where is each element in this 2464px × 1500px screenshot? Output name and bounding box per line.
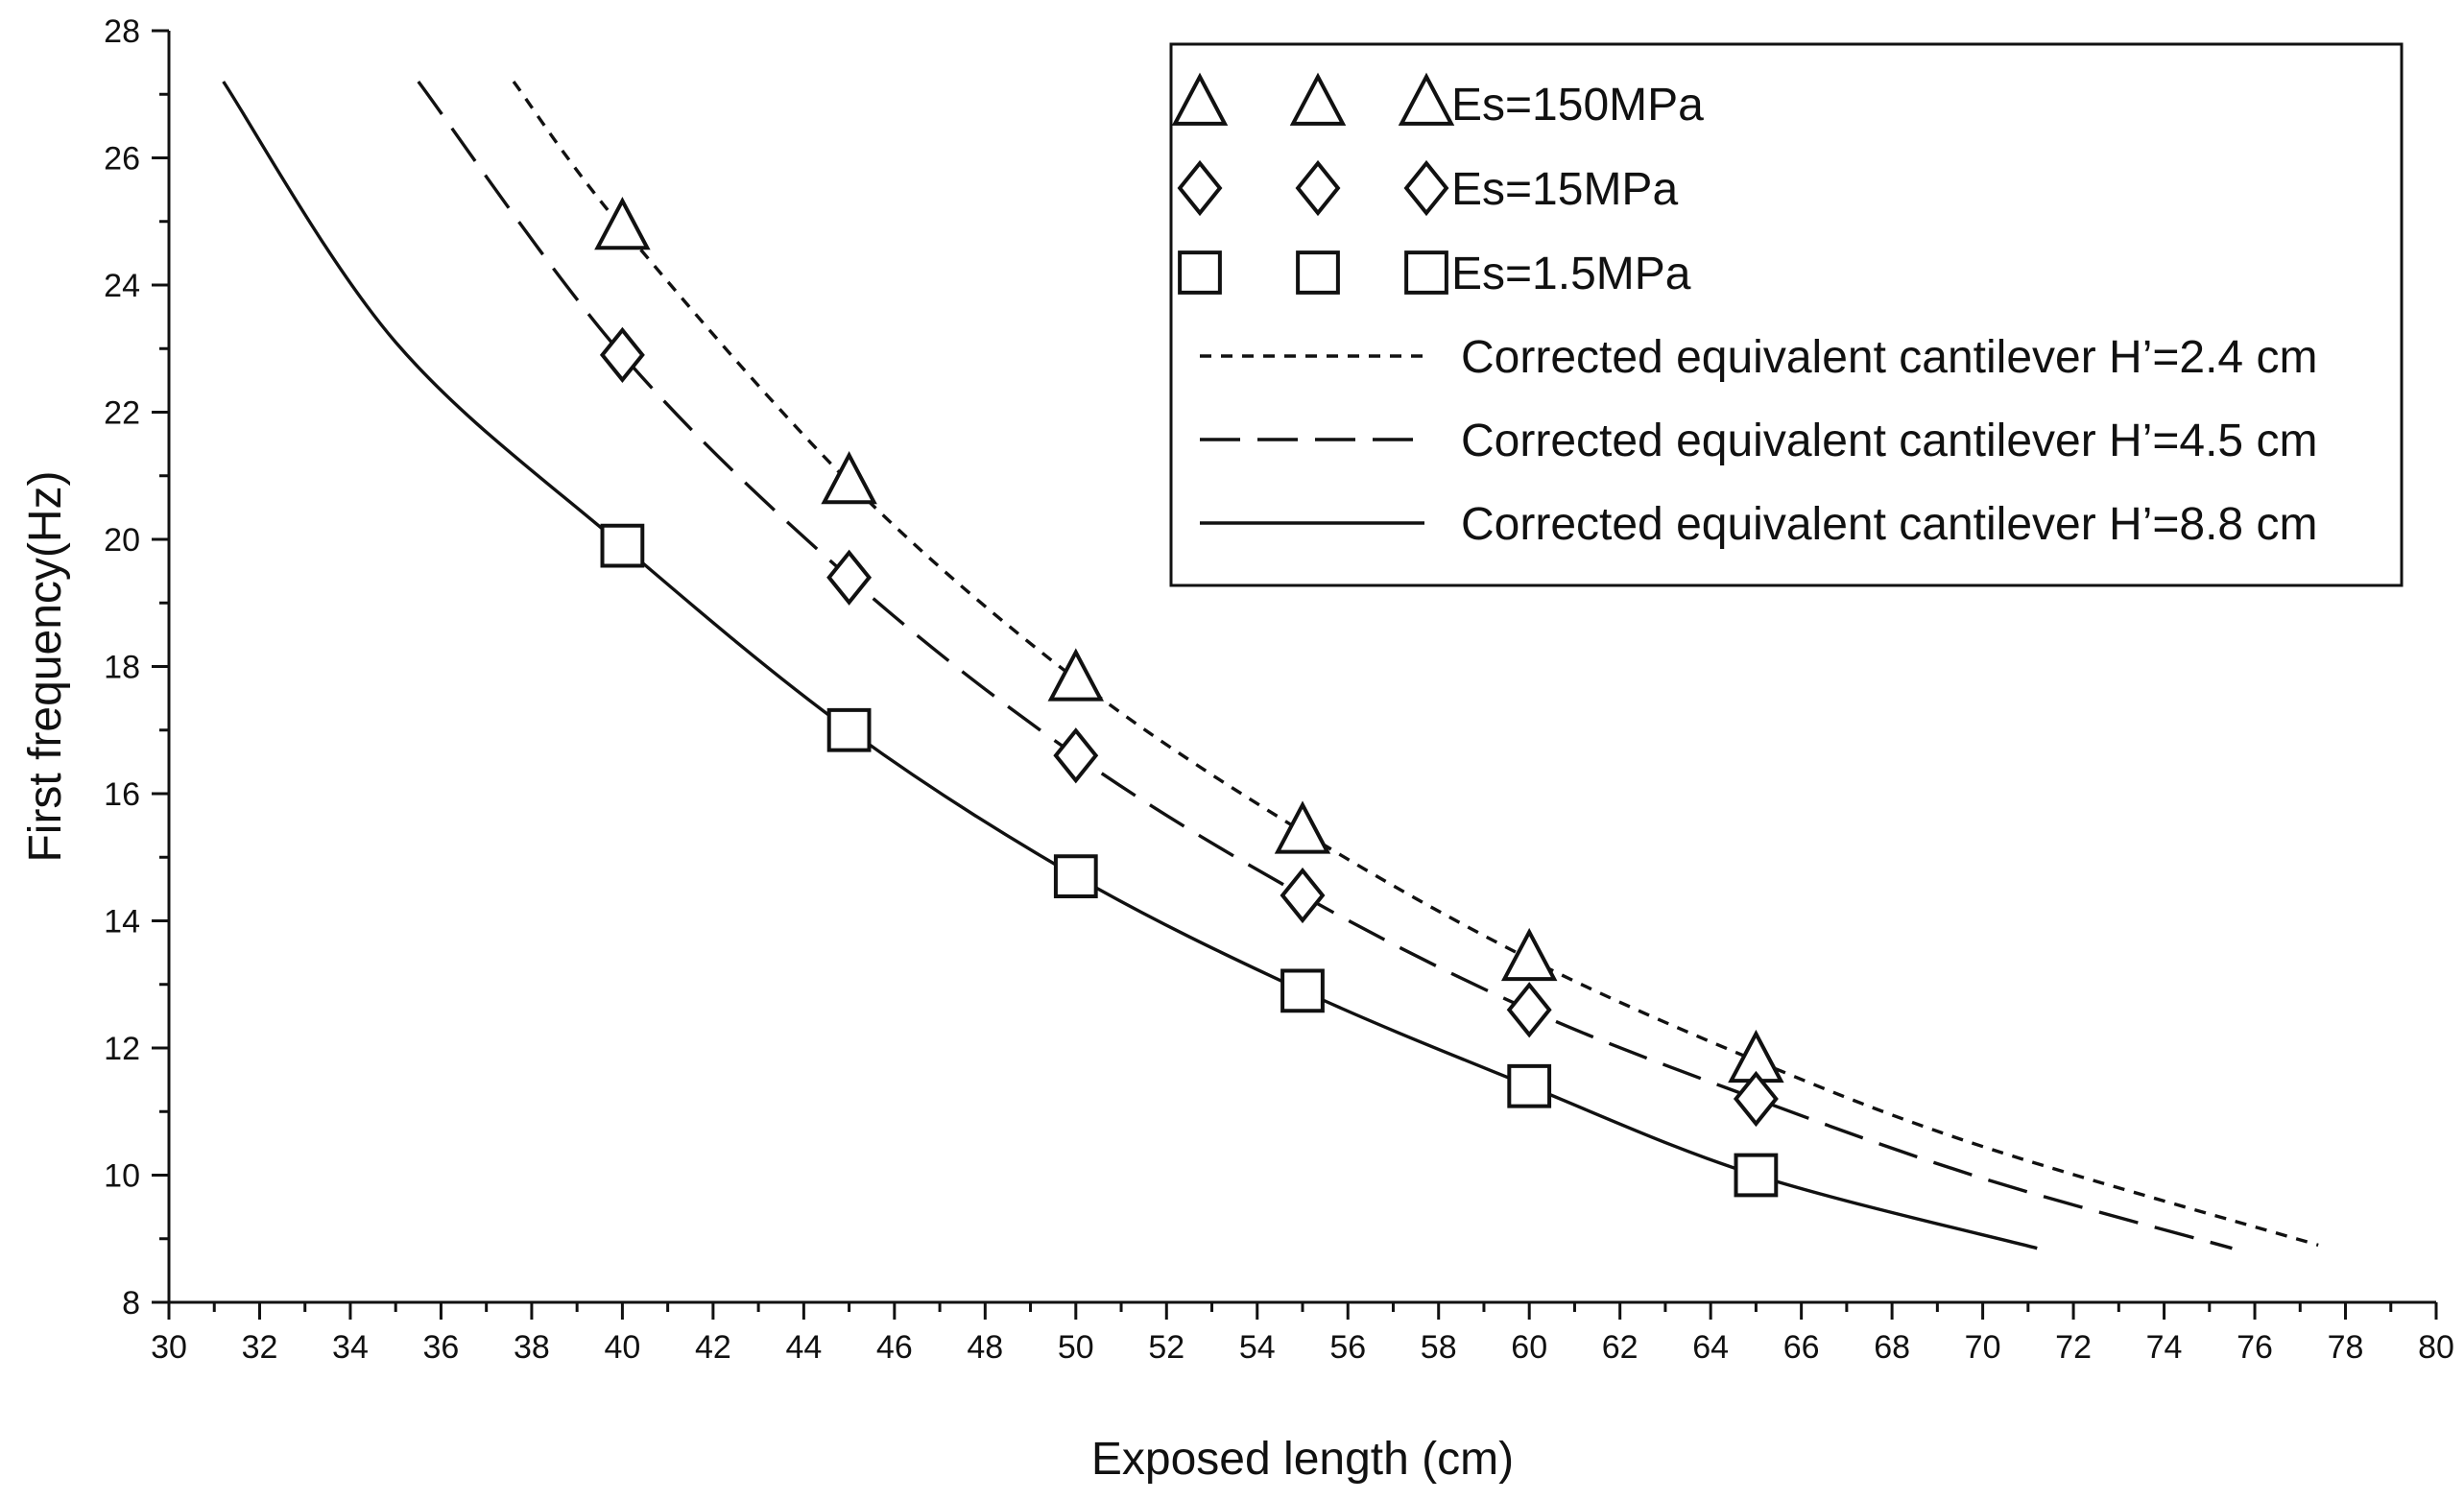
- data-point-es-150mpa: [1047, 648, 1105, 702]
- x-tick-label: 32: [242, 1329, 278, 1366]
- x-tick-label: 66: [1783, 1329, 1820, 1366]
- x-tick-label: 52: [1148, 1329, 1184, 1366]
- legend-marker-es-150mpa: [1289, 72, 1347, 126]
- x-tick-label: 46: [876, 1329, 913, 1366]
- y-tick-label: 8: [122, 1285, 140, 1321]
- data-point-es-150mpa: [594, 197, 651, 250]
- legend: Es=150MPa Es=15MPa Es=1.5MPa Corrected equi…: [1169, 42, 2404, 587]
- data-point-es-1-5mpa: [1507, 1063, 1552, 1108]
- data-point-es-1-5mpa: [826, 707, 872, 752]
- x-tick-label: 72: [2055, 1329, 2092, 1366]
- y-tick-label: 10: [104, 1158, 140, 1195]
- x-tick-label: 34: [332, 1329, 369, 1366]
- data-point-es-150mpa: [821, 451, 877, 505]
- legend-marker-es-1-5mpa: [1296, 250, 1340, 295]
- x-tick-label: 54: [1239, 1329, 1276, 1366]
- y-tick-label: 24: [104, 268, 140, 304]
- x-tick-label: 50: [1058, 1329, 1094, 1366]
- x-tick-label: 38: [514, 1329, 550, 1366]
- x-tick-label: 48: [967, 1329, 1003, 1366]
- x-tick-label: 36: [423, 1329, 460, 1366]
- legend-marker-es-15mpa: [1295, 159, 1341, 217]
- x-tick-label: 74: [2146, 1329, 2183, 1366]
- y-tick-label: 22: [104, 395, 140, 432]
- x-tick-label: 42: [695, 1329, 731, 1366]
- markers-layer: [594, 197, 1784, 1198]
- legend-marker-es-15mpa: [1403, 159, 1449, 217]
- data-point-es-1-5mpa: [1734, 1153, 1779, 1198]
- data-point-es-1-5mpa: [1280, 968, 1325, 1013]
- data-point-es-15mpa: [1280, 867, 1326, 924]
- x-tick-label: 56: [1329, 1329, 1366, 1366]
- series-line-corrected-equivalent-cantilever-h-2-4-cm: [512, 80, 2319, 1248]
- legend-marker-es-1-5mpa: [1178, 250, 1222, 295]
- y-tick-label: 18: [104, 650, 140, 686]
- x-tick-label: 76: [2237, 1329, 2273, 1366]
- x-tick-label: 30: [151, 1329, 187, 1366]
- x-axis-title: Exposed length (cm): [1091, 1434, 1514, 1485]
- legend-marker-es-150mpa: [1398, 72, 1455, 126]
- data-point-es-15mpa: [1733, 1070, 1779, 1128]
- y-axis-title: First frequency(Hz): [20, 470, 71, 862]
- x-tick-label: 70: [1965, 1329, 2001, 1366]
- y-tick-label: 12: [104, 1031, 140, 1067]
- data-point-es-150mpa: [1274, 800, 1331, 854]
- axes-layer: 30 32 34 36 38 40 42 44 46 48 50 52 54 56 58 60 62 64 66 68…: [20, 13, 2454, 1485]
- legend-label-es-150mpa: Es=150MPa: [1451, 80, 1704, 131]
- x-tick-label: 44: [785, 1329, 822, 1366]
- x-tick-label: 62: [1602, 1329, 1639, 1366]
- legend-label-corrected-equivalent-cantilever-h-4-5-cm: Corrected equivalent cantilever H’=4.5 c…: [1461, 416, 2317, 466]
- legend-label-es-1-5mpa: Es=1.5MPa: [1451, 249, 1691, 299]
- legend-label-corrected-equivalent-cantilever-h-2-4-cm: Corrected equivalent cantilever H’=2.4 c…: [1461, 332, 2317, 383]
- data-point-es-15mpa: [1506, 982, 1552, 1038]
- y-tick-label: 14: [104, 904, 140, 940]
- legend-label-es-15mpa: Es=15MPa: [1451, 164, 1678, 215]
- data-point-es-1-5mpa: [600, 523, 645, 568]
- x-tick-label: 78: [2328, 1329, 2364, 1366]
- x-tick-label: 58: [1421, 1329, 1457, 1366]
- legend-marker-es-1-5mpa: [1404, 250, 1448, 295]
- x-tick-label: 60: [1511, 1329, 1547, 1366]
- legend-marker-es-15mpa: [1177, 159, 1223, 217]
- x-tick-label: 80: [2418, 1329, 2454, 1366]
- data-point-es-15mpa: [599, 326, 645, 383]
- x-tick-label: 64: [1692, 1329, 1729, 1366]
- y-tick-label: 20: [104, 522, 140, 559]
- x-tick-label: 68: [1874, 1329, 1910, 1366]
- y-tick-label: 16: [104, 776, 140, 813]
- legend-label-corrected-equivalent-cantilever-h-8-8-cm: Corrected equivalent cantilever H’=8.8 c…: [1461, 499, 2317, 550]
- legend-marker-es-150mpa: [1171, 72, 1229, 126]
- y-tick-label: 26: [104, 141, 140, 178]
- data-point-es-1-5mpa: [1053, 854, 1098, 899]
- data-point-es-15mpa: [1053, 727, 1099, 784]
- y-tick-label: 28: [104, 13, 140, 50]
- legend-box: [1169, 42, 2404, 587]
- series-line-corrected-equivalent-cantilever-h-4-5-cm: [417, 80, 2233, 1250]
- data-point-es-150mpa: [1500, 927, 1558, 982]
- x-tick-label: 40: [604, 1329, 640, 1366]
- data-point-es-15mpa: [826, 549, 873, 606]
